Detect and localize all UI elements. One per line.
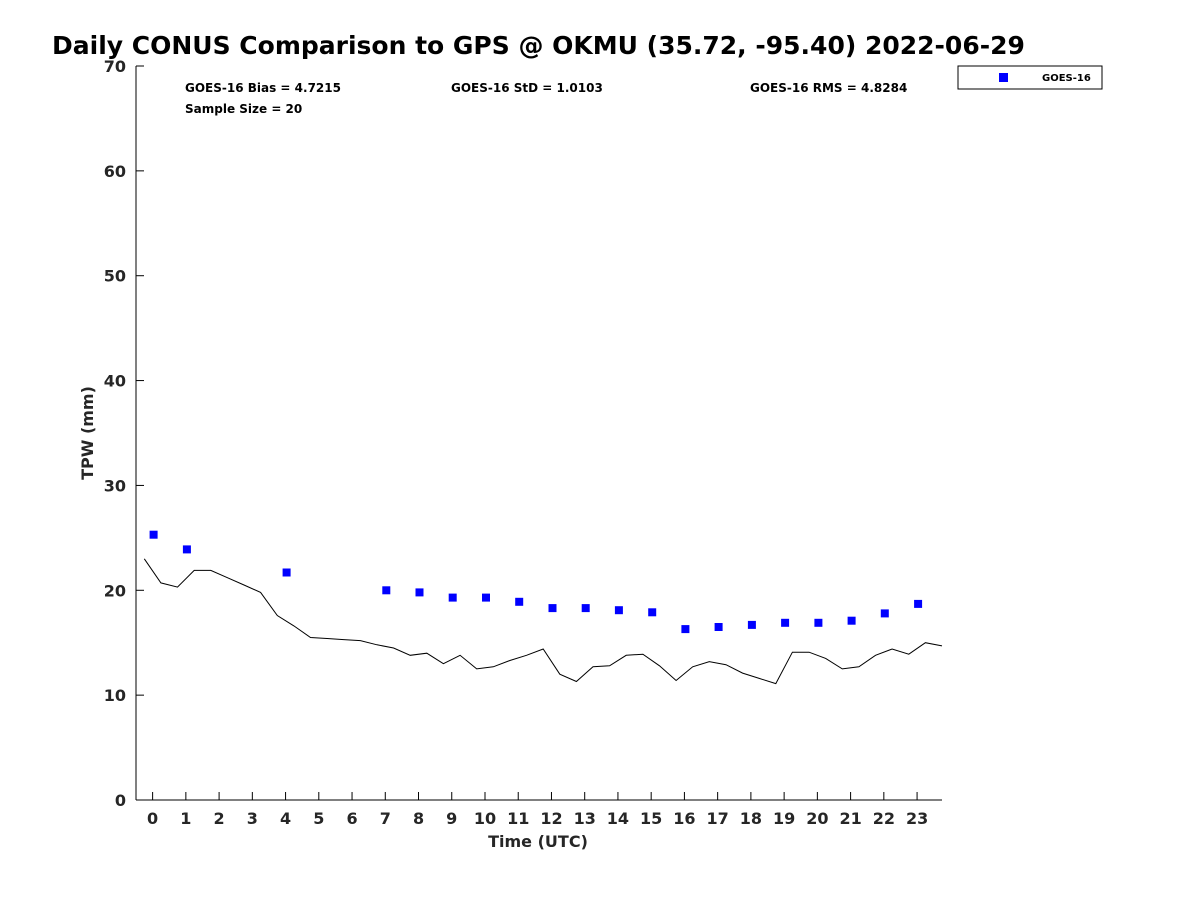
goes-16-point [149,530,158,539]
bias-stat: GOES-16 Bias = 4.7215 [185,81,341,95]
goes-16-point [914,599,923,608]
goes-16-point [482,593,490,602]
x-tick-label: 9 [446,809,457,828]
y-tick-label: 70 [104,57,126,76]
x-tick-label: 15 [640,809,662,828]
x-tick-label: 20 [806,809,828,828]
x-tick-label: 22 [873,809,895,828]
goes-16-point [282,568,291,577]
goes-16-point [880,609,889,618]
x-tick-label: 3 [247,809,258,828]
y-tick-label: 10 [104,686,126,705]
goes-16-point [714,623,723,631]
x-tick-label: 1 [180,809,191,828]
goes-16-point [581,604,590,613]
legend: GOES-16 [957,65,1103,90]
goes-16-points [149,530,923,634]
y-tick-label: 40 [104,372,126,391]
x-tick-label: 23 [906,809,928,828]
x-tick-label: 7 [380,809,391,828]
x-tick-label: 0 [147,809,158,828]
x-tick-label: 10 [474,809,496,828]
x-tick-label: 13 [574,809,596,828]
x-tick-label: 8 [413,809,424,828]
std-stat: GOES-16 StD = 1.0103 [451,81,603,95]
goes-16-point [182,545,191,554]
goes-16-point [847,616,856,625]
x-tick-label: 2 [214,809,225,828]
y-tick-label: 30 [104,476,126,495]
x-tick-label: 12 [540,809,562,828]
legend-box [957,65,1103,90]
y-tick-label: 0 [115,791,126,810]
goes-16-point [814,618,823,627]
x-tick-label: 6 [346,809,357,828]
x-axis-label: Time (UTC) [488,832,588,851]
x-tick-label: 18 [740,809,762,828]
goes-16-point [648,608,657,617]
x-tick-label: 16 [673,809,695,828]
x-tick-label: 21 [839,809,861,828]
goes-16-point [515,597,524,606]
x-tick-label: 19 [773,809,795,828]
rms-stat: GOES-16 RMS = 4.8284 [750,81,907,95]
x-tick-label: 14 [607,809,629,828]
x-tick-label: 4 [280,809,291,828]
sample-size-stat: Sample Size = 20 [185,102,302,116]
goes-16-point [747,620,756,629]
legend-marker [999,73,1008,82]
y-axis-ticks: 0 10 20 30 40 50 60 70 [104,57,144,810]
goes-16-point [415,588,424,597]
plot-area [143,530,943,685]
y-tick-label: 50 [104,267,126,286]
legend-label: GOES-16 [1042,73,1091,84]
goes-16-point [448,593,457,602]
goes-16-point [382,586,391,595]
goes-16-point [614,606,623,615]
x-tick-label: 11 [507,809,529,828]
x-tick-label: 17 [707,809,729,828]
x-tick-label: 5 [313,809,324,828]
y-tick-label: 20 [104,581,126,600]
goes-16-point [548,604,557,613]
x-axis-ticks: 0 1 2 3 4 5 6 7 8 9 10 11 12 13 14 15 16 17 18 19 20 21 22 23 [147,792,928,828]
goes-16-point [681,625,690,634]
y-axis-label: TPW (mm) [78,386,97,480]
y-tick-label: 60 [104,162,126,181]
chart-title: Daily CONUS Comparison to GPS @ OKMU (35… [52,31,1025,60]
goes-16-point [781,618,790,627]
gps-reference-line [143,558,943,685]
